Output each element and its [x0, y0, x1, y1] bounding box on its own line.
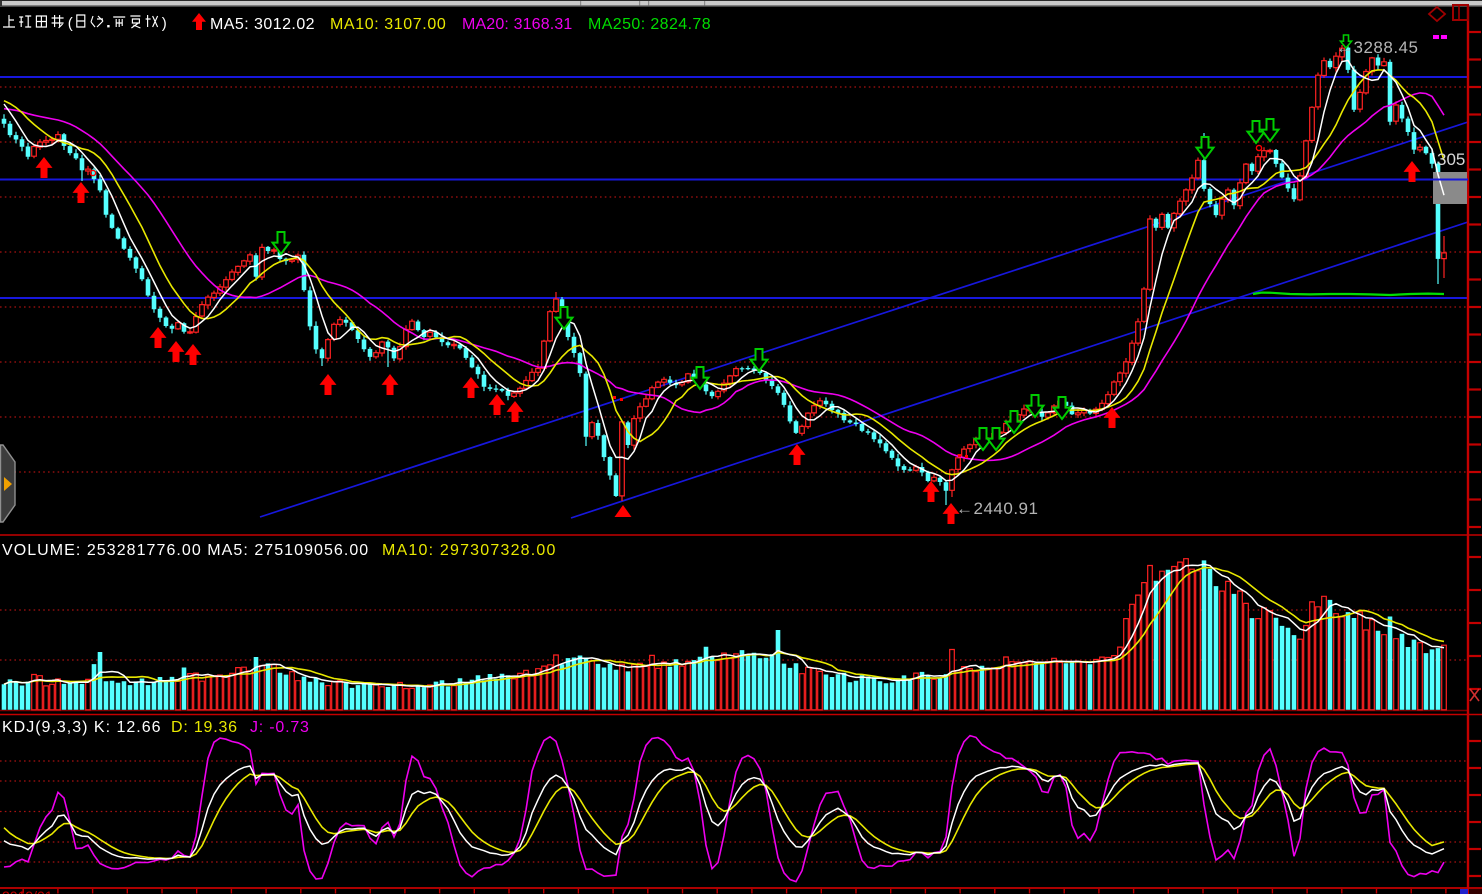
svg-text:305: 305 — [1437, 150, 1465, 169]
svg-text:): ) — [162, 15, 167, 32]
svg-text:VOLUME: 253281776.00 MA5: 275: VOLUME: 253281776.00 MA5: 275109056.00 — [2, 542, 369, 559]
svg-text:(: ( — [68, 15, 73, 32]
svg-text:MA20: 3168.31: MA20: 3168.31 — [462, 16, 572, 33]
svg-text:KDJ(9,3,3) K: 12.66: KDJ(9,3,3) K: 12.66 — [2, 719, 162, 736]
svg-text:←2440.91: ←2440.91 — [956, 499, 1038, 518]
svg-text:MA250: 2824.78: MA250: 2824.78 — [588, 16, 711, 33]
svg-text:D: 19.36: D: 19.36 — [171, 719, 238, 736]
svg-text:←3288.45: ←3288.45 — [1336, 38, 1418, 57]
svg-text:MA10: 3107.00: MA10: 3107.00 — [330, 16, 446, 33]
svg-text:2019/01: 2019/01 — [2, 888, 53, 894]
svg-text:MA10: 297307328.00: MA10: 297307328.00 — [382, 542, 557, 559]
svg-text:MA5: 3012.02: MA5: 3012.02 — [210, 16, 315, 33]
svg-text:J: -0.73: J: -0.73 — [250, 719, 310, 736]
